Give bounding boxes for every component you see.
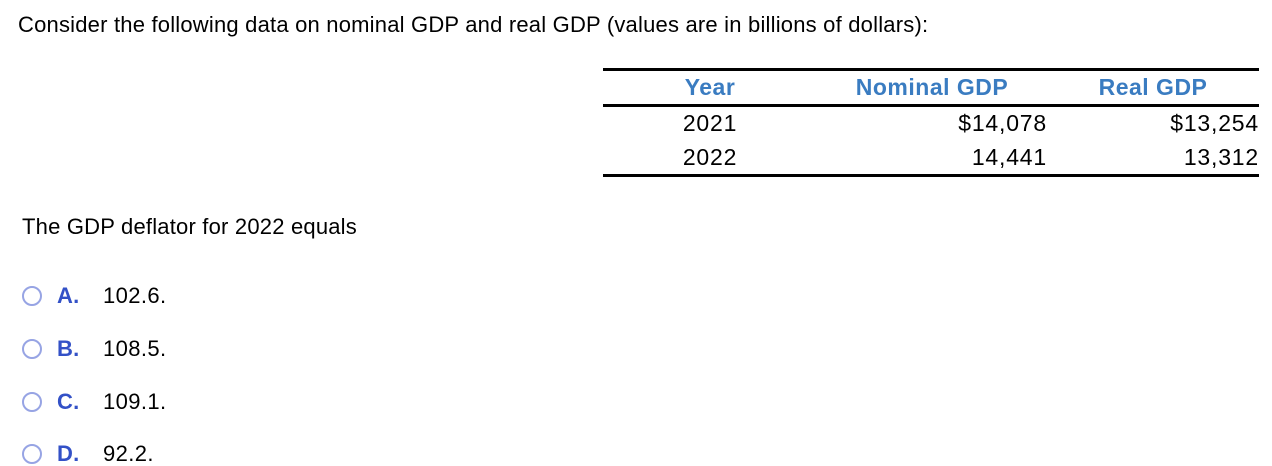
option-c-value: 109.1.	[103, 389, 167, 414]
answer-option-d[interactable]: D. 92.2.	[22, 441, 154, 466]
column-header-real-gdp: Real GDP	[1047, 69, 1259, 107]
option-b-letter: B.	[57, 336, 80, 361]
table-row-2021: 2021 $14,078 $13,254	[603, 106, 1259, 141]
option-b-value: 108.5.	[103, 336, 167, 361]
option-a-letter: A.	[57, 283, 80, 308]
answer-option-a[interactable]: A. 102.6.	[22, 283, 167, 308]
option-d-radio-button-icon[interactable]	[22, 444, 42, 464]
option-d-letter: D.	[57, 441, 80, 466]
gdp-data-table: Year Nominal GDP Real GDP 2021 $14,078 $…	[603, 68, 1259, 177]
column-header-nominal-gdp: Nominal GDP	[817, 69, 1047, 107]
cell-nominal-gdp-2021: $14,078	[958, 110, 1047, 137]
option-c-radio-button-icon[interactable]	[22, 392, 42, 412]
answer-option-c[interactable]: C. 109.1.	[22, 389, 167, 414]
column-header-year: Year	[603, 69, 817, 107]
option-c-letter: C.	[57, 389, 80, 414]
option-b-radio-button-icon[interactable]	[22, 339, 42, 359]
option-a-value: 102.6.	[103, 283, 167, 308]
cell-year-2022: 2022	[682, 143, 738, 170]
table-header-row: Year Nominal GDP Real GDP	[603, 69, 1259, 107]
question-prompt: The GDP deflator for 2022 equals	[22, 214, 357, 239]
question-text: Consider the following data on nominal G…	[18, 12, 929, 37]
cell-year-2021: 2021	[682, 110, 738, 137]
cell-nominal-gdp-2022: 14,441	[971, 143, 1047, 170]
answer-option-b[interactable]: B. 108.5.	[22, 336, 167, 361]
cell-real-gdp-2022: 13,312	[1183, 143, 1259, 170]
cell-real-gdp-2021: $13,254	[1170, 110, 1259, 137]
option-a-radio-button-icon[interactable]	[22, 286, 42, 306]
option-d-value: 92.2.	[103, 441, 154, 466]
table-row-2022: 2022 14,441 13,312	[603, 141, 1259, 176]
